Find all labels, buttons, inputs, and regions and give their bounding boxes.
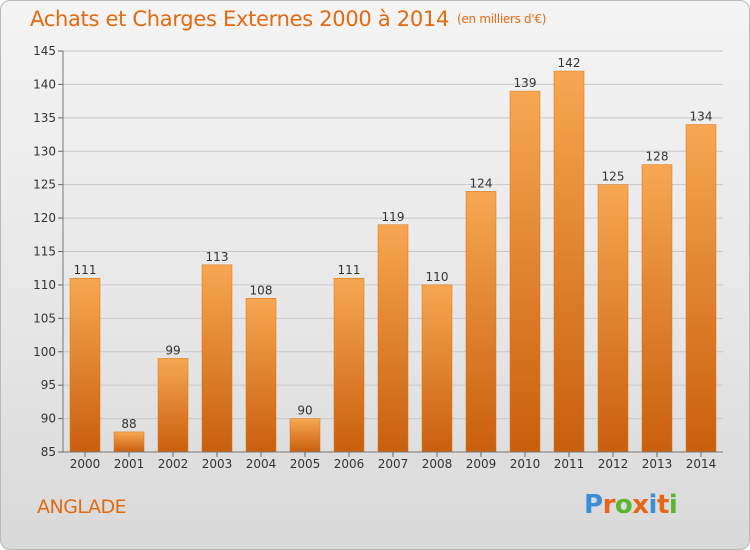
data-label: 110 [426,270,449,284]
y-tick-label: 140 [33,77,56,91]
bar [289,418,321,453]
data-label: 90 [297,404,312,418]
data-label: 108 [250,283,273,297]
bar [157,358,189,453]
data-label: 111 [338,263,361,277]
logo-letter: i [668,490,678,520]
x-tick-label: 2014 [686,457,717,471]
bar [69,277,101,453]
commune-name: ANGLADE [37,496,127,518]
x-tick-label: 2001 [114,457,145,471]
y-tick-label: 85 [41,445,56,459]
data-label: 134 [690,110,713,124]
y-tick-label: 90 [41,412,56,426]
chart-unit: (en milliers d'€) [457,12,547,26]
logo-letter: x [632,490,649,520]
x-tick-label: 2007 [378,457,409,471]
x-tick-label: 2010 [510,457,541,471]
logo-letter: o [614,490,633,520]
logo-letter: r [602,490,616,520]
data-label: 119 [382,210,405,224]
data-label: 113 [206,250,229,264]
bar [553,70,585,453]
data-label: 88 [121,417,136,431]
y-axis: 85 90 95 100 105 110 115 120 125 130 135 140 145 [33,44,64,459]
chart-title-text: Achats et Charges Externes 2000 à 2014 [30,7,450,31]
x-tick-label: 2011 [554,457,585,471]
logo-letter: i [648,490,658,520]
data-label: 99 [165,343,180,357]
y-tick-label: 100 [33,345,56,359]
y-tick-label: 145 [33,44,56,58]
y-tick-label: 130 [33,144,56,158]
bar [377,224,409,453]
x-tick-label: 2013 [642,457,673,471]
bar [113,431,145,453]
y-tick-label: 95 [41,378,56,392]
y-tick-label: 110 [33,278,56,292]
y-tick-label: 105 [33,311,56,325]
bar [685,124,717,453]
data-label: 124 [470,176,493,190]
bar [421,284,453,453]
bars [69,70,717,453]
x-axis: 2000 2001 2002 2003 2004 2005 2006 2007 2008 2009… [63,451,723,471]
y-tick-label: 120 [33,211,56,225]
x-tick-label: 2006 [334,457,365,471]
y-tick-label: 115 [33,245,56,259]
data-label: 142 [558,56,581,70]
y-tick-label: 125 [33,178,56,192]
proxiti-logo: Proxiti [584,490,678,520]
bar [465,191,497,453]
x-tick-label: 2000 [70,457,101,471]
data-labels: 111 88 99 113 108 90 111 119 110 124 139 142 125 128 1… [74,56,713,431]
x-tick-label: 2008 [422,457,453,471]
logo-letter: P [584,490,603,520]
x-tick-label: 2003 [202,457,233,471]
x-tick-label: 2009 [466,457,497,471]
x-tick-label: 2012 [598,457,629,471]
bar [641,164,673,453]
logo-letter: t [656,490,669,520]
bar [245,298,277,453]
x-tick-label: 2004 [246,457,277,471]
data-label: 125 [602,170,625,184]
chart-title: Achats et Charges Externes 2000 à 2014 (e… [30,7,546,31]
data-label: 128 [646,150,669,164]
bar [333,277,365,453]
bar [509,90,541,453]
data-label: 139 [514,76,537,90]
bar [201,264,233,453]
bar [597,184,629,453]
y-tick-label: 135 [33,111,56,125]
x-tick-label: 2002 [158,457,189,471]
x-tick-label: 2005 [290,457,321,471]
data-label: 111 [74,263,97,277]
